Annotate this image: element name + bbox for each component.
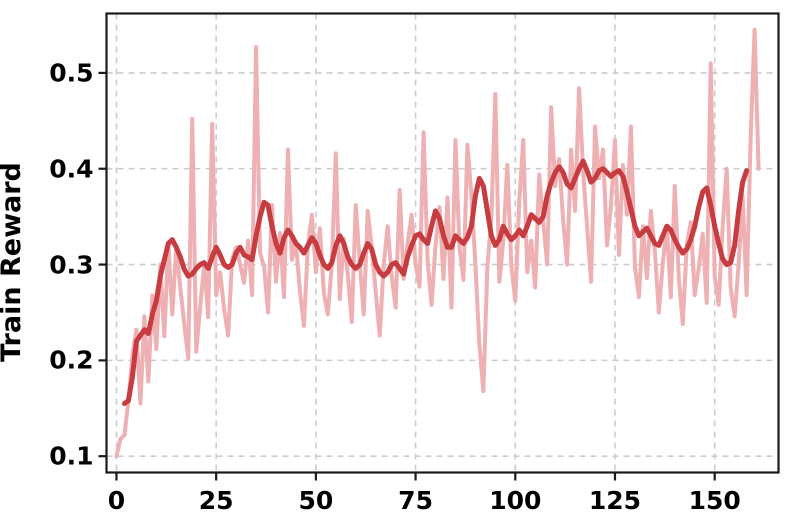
raw-reward-line <box>114 27 761 459</box>
y-tick-label: 0.1 <box>49 441 94 471</box>
tick-marks <box>98 71 716 481</box>
y-tick-label: 0.5 <box>49 58 94 88</box>
x-tick-label: 75 <box>398 485 433 515</box>
y-tick-label: 0.4 <box>49 154 94 184</box>
x-tick-label: 0 <box>107 485 126 515</box>
y-tick-label: 0.2 <box>49 345 94 375</box>
smoothed-reward-line <box>121 158 750 407</box>
y-tick-label: 0.3 <box>49 250 94 280</box>
x-tick-label: 100 <box>489 485 542 515</box>
x-tick-label: 125 <box>588 485 642 515</box>
x-tick-label: 150 <box>688 485 741 515</box>
x-tick-label: 50 <box>298 485 334 515</box>
plot-frame <box>105 12 780 474</box>
x-tick-label: 25 <box>198 485 234 515</box>
